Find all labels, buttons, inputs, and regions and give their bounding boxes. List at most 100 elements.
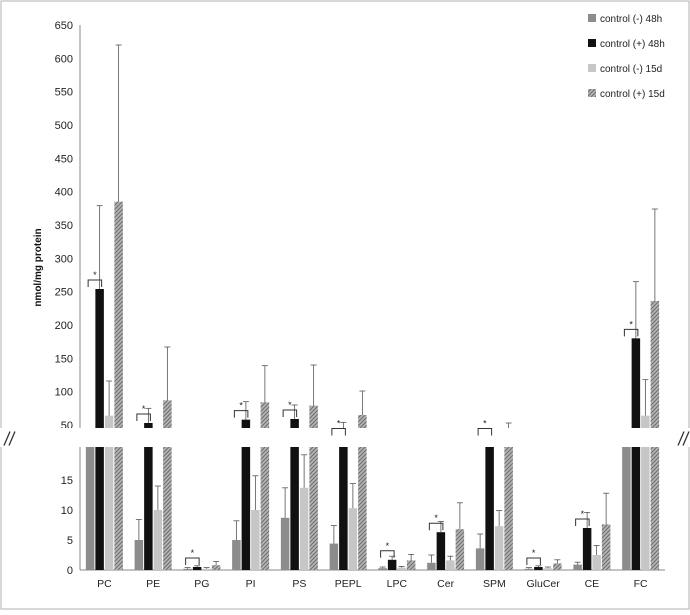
bar: [378, 568, 387, 570]
bar: [134, 540, 144, 570]
bar: [592, 555, 601, 570]
bar: [436, 532, 446, 570]
x-tick-label: PC: [97, 578, 112, 590]
legend-swatch: [588, 39, 596, 47]
bar: [339, 437, 348, 570]
bar: [573, 564, 582, 570]
bar: [543, 568, 553, 570]
significance-star: *: [93, 270, 97, 280]
bar: [329, 543, 339, 570]
y-tick-label: 500: [55, 120, 73, 132]
bar: [211, 565, 221, 570]
significance-bracket: [428, 522, 444, 531]
axis-break-mark-left: [3, 431, 16, 446]
bar: [202, 568, 211, 570]
y-tick-label: 350: [55, 220, 73, 232]
bar: [163, 400, 172, 570]
bar: [232, 540, 241, 570]
x-tick-label: PE: [146, 578, 160, 590]
significance-bracket: [233, 410, 249, 418]
legend-label: control (-) 15d: [600, 64, 662, 75]
bar: [494, 526, 504, 570]
x-tick-label: PG: [194, 578, 209, 590]
significance-bracket: [185, 557, 200, 565]
y-tick-label: 650: [55, 20, 73, 32]
legend-label: control (+) 15d: [600, 89, 665, 100]
bar: [485, 437, 494, 570]
y-tick-label: 450: [55, 153, 73, 165]
x-tick-label: PS: [292, 578, 306, 590]
y-tick-label: 100: [55, 387, 73, 399]
bar: [582, 528, 592, 570]
significance-bracket: [526, 557, 541, 565]
x-tick-label: CE: [585, 578, 600, 590]
bar: [251, 510, 260, 570]
bar: [280, 517, 290, 570]
legend-label: control (+) 48h: [600, 39, 665, 50]
bar: [397, 567, 406, 570]
x-tick-label: PEPL: [335, 578, 362, 590]
bar: [524, 568, 534, 570]
bar: [406, 560, 416, 570]
legend-label: control (-) 48h: [600, 14, 662, 25]
bar: [553, 563, 562, 570]
y-tick-label: 10: [61, 505, 73, 517]
bar: [85, 437, 95, 570]
significance-bracket: [136, 413, 151, 421]
bar: [144, 423, 153, 570]
bar: [260, 402, 270, 570]
bar: [455, 529, 465, 570]
axis-break-mark-right: [677, 431, 690, 446]
y-tick-label: 550: [55, 87, 73, 99]
significance-star: *: [434, 513, 438, 523]
bar: [641, 415, 650, 570]
y-tick-label: 15: [61, 475, 73, 487]
significance-star: *: [337, 419, 341, 429]
bar: [427, 562, 436, 570]
bar: [358, 415, 367, 570]
y-tick-label: 300: [55, 253, 73, 265]
significance-bracket: [380, 550, 395, 558]
bar: [153, 510, 163, 570]
y-tick-label: 5: [67, 535, 73, 547]
y-tick-label: 400: [55, 187, 73, 199]
x-tick-label: FC: [634, 578, 648, 590]
significance-star: *: [532, 548, 536, 558]
x-tick-label: SPM: [483, 578, 506, 590]
bar: [114, 201, 123, 570]
y-axis-label: nmol/mg protein: [33, 228, 44, 306]
y-tick-label: 600: [55, 53, 73, 65]
bar: [192, 567, 202, 570]
bar: [104, 415, 114, 570]
bar: [348, 508, 358, 570]
significance-bracket: [282, 409, 298, 417]
significance-bracket: [477, 428, 493, 436]
bar: [241, 419, 251, 570]
bar: [631, 338, 641, 570]
significance-star: *: [629, 319, 633, 329]
bar: [290, 419, 299, 570]
significance-bracket: [575, 518, 590, 526]
axis-break-gap: [0, 428, 690, 447]
bar: [183, 568, 192, 570]
bar: [622, 437, 631, 570]
legend-swatch: [588, 64, 596, 72]
bar: [475, 548, 485, 570]
bar: [387, 559, 397, 570]
bar: [446, 560, 455, 570]
significance-star: *: [581, 509, 585, 519]
x-tick-label: Cer: [437, 578, 454, 590]
y-tick-label: 250: [55, 287, 73, 299]
x-tick-label: PI: [246, 578, 256, 590]
significance-star: *: [288, 400, 292, 410]
significance-star: *: [142, 404, 146, 414]
significance-bracket: [331, 428, 346, 436]
y-tick-label: 150: [55, 353, 73, 365]
bar: [309, 405, 318, 570]
significance-star: *: [386, 541, 390, 551]
legend-swatch: [588, 89, 596, 97]
bar: [601, 524, 611, 570]
significance-star: *: [239, 401, 243, 411]
